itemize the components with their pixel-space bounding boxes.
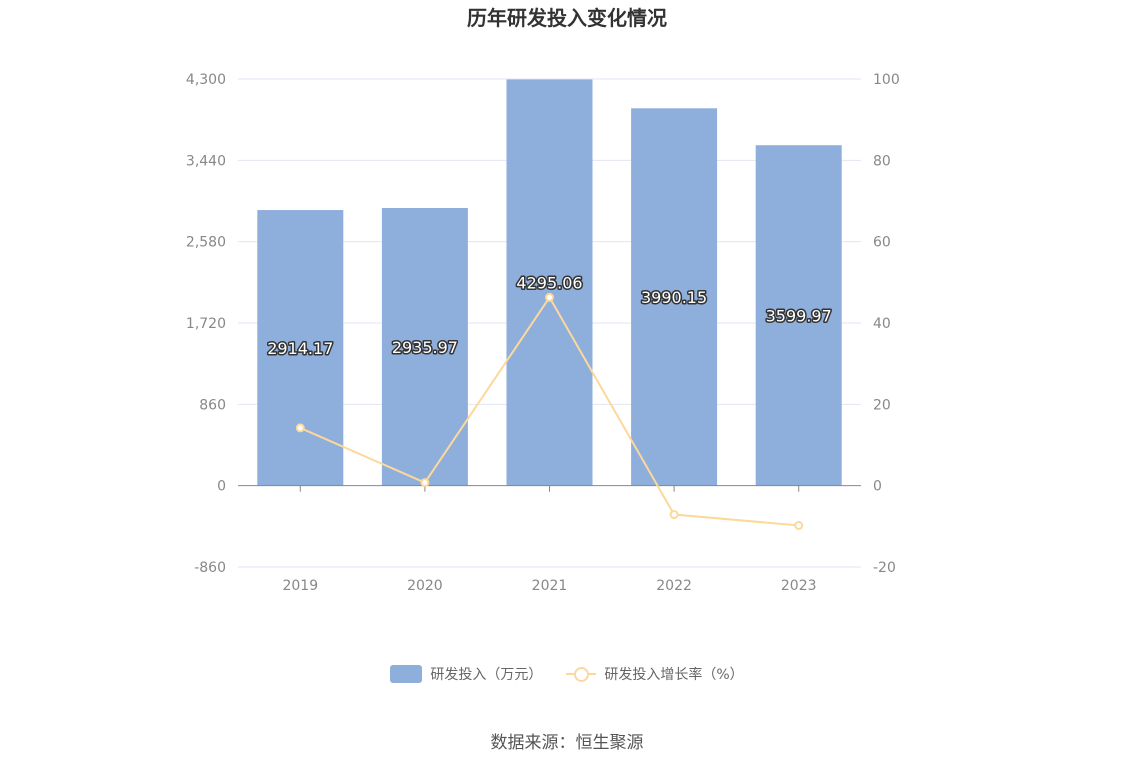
bar-2021[interactable]: [506, 79, 593, 486]
x-tick-label: 2020: [407, 578, 443, 594]
y-left-tick-label: 2,580: [186, 235, 226, 251]
growth-point-2019[interactable]: [295, 423, 305, 433]
y-right-tick-label: 60: [873, 235, 891, 251]
legend-item-line[interactable]: 研发投入增长率（%）: [566, 664, 744, 684]
x-tick-label: 2022: [656, 578, 692, 594]
y-right-tick-label: 20: [873, 397, 891, 413]
y-left-tick-label: 3,440: [186, 153, 226, 169]
bar-value-label: 2914.17: [267, 339, 333, 358]
chart-title: 历年研发投入变化情况: [467, 6, 667, 30]
growth-point-2023[interactable]: [794, 520, 804, 530]
bar-series: [257, 79, 842, 486]
data-source: 数据来源：恒生聚源: [490, 733, 644, 753]
y-left-tick-label: 4,300: [186, 72, 226, 88]
bar-2022[interactable]: [631, 108, 718, 486]
y-left-tick-label: -860: [194, 560, 226, 576]
growth-point-2022[interactable]: [669, 510, 679, 520]
line-swatch-icon: [566, 665, 597, 683]
bar-value-label: 2935.97: [392, 338, 458, 357]
chart-legend: 研发投入（万元） 研发投入增长率（%）: [0, 664, 1134, 684]
axes: -860 0 860 1,720 2,580 3,440 4,300 -20 0 20 40 60 80…: [186, 72, 900, 594]
y-left-tick-label: 0: [217, 479, 226, 495]
data-labels: 2914.17 2935.97 4295.06 3990.15 3599.97: [266, 272, 834, 359]
y-right-tick-label: 40: [873, 316, 891, 332]
y-left-tick-label: 860: [199, 397, 226, 413]
bar-value-label: 3599.97: [766, 306, 832, 325]
y-right-tick-label: 80: [873, 153, 891, 169]
y-left-tick-label: 1,720: [186, 316, 226, 332]
legend-bar-label: 研发投入（万元）: [430, 667, 543, 683]
legend-item-bar[interactable]: 研发投入（万元）: [390, 664, 542, 684]
bar-value-label: 3990.15: [641, 288, 707, 307]
chart-canvas: -860 0 860 1,720 2,580 3,440 4,300 -20 0 20 40 60 80…: [186, 72, 900, 594]
y-right-tick-label: -20: [873, 560, 896, 576]
y-right-tick-label: 0: [873, 479, 882, 495]
x-tick-label: 2021: [532, 578, 568, 594]
bar-2023[interactable]: [755, 145, 842, 486]
bar-value-label: 4295.06: [516, 274, 582, 293]
x-tick-label: 2019: [282, 578, 318, 594]
growth-point-2021[interactable]: [545, 292, 554, 302]
x-tick-label: 2023: [781, 578, 817, 594]
legend-line-label: 研发投入增长率（%）: [604, 667, 744, 683]
bar-swatch-icon: [390, 665, 423, 683]
y-right-tick-label: 100: [873, 72, 900, 88]
growth-point-2020[interactable]: [420, 478, 430, 488]
line-series: [295, 292, 804, 530]
